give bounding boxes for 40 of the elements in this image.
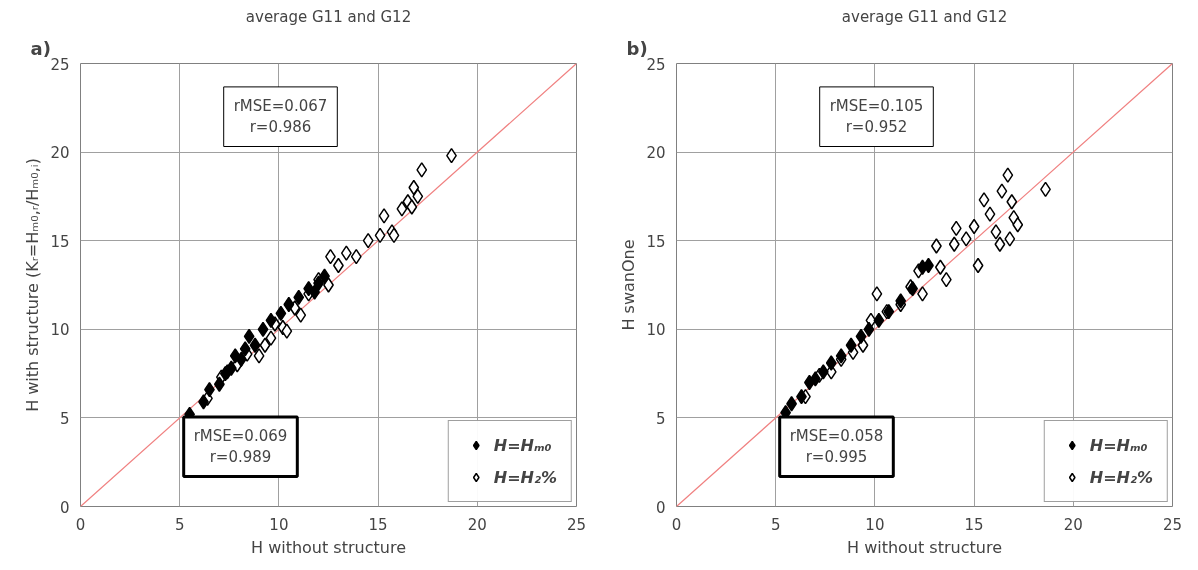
x-tick-label: 0	[75, 515, 86, 534]
text: a)	[30, 37, 51, 59]
annotation: rMSE=0.067 r=0.986	[233, 96, 328, 137]
x-tick-label: 20	[467, 515, 487, 534]
y-tick-label: 10	[50, 321, 70, 340]
legend-label: H=Hₘ₀	[493, 435, 552, 455]
x-tick-label: 5	[770, 515, 781, 534]
x-tick-label: 15	[368, 515, 388, 534]
annotation: rMSE=0.105 r=0.952	[829, 96, 924, 137]
y-tick-label: 20	[646, 144, 666, 163]
y-axis-title: H swanOne	[619, 239, 639, 331]
y-tick-label: 15	[50, 232, 70, 251]
y-tick-label: 0	[655, 498, 666, 517]
chart-title: average G11 and G12	[841, 7, 1008, 26]
text: b)	[626, 37, 648, 59]
y-tick-label: 5	[655, 409, 666, 428]
legend-label: H=H₂%	[1089, 467, 1153, 487]
y-tick-label: 15	[646, 232, 666, 251]
y-tick-label: 5	[59, 409, 70, 428]
y-tick-label: 0	[59, 498, 70, 517]
legend-label: H=H₂%	[493, 467, 557, 487]
chart-title: average G11 and G12	[245, 7, 412, 26]
x-tick-label: 25	[1162, 515, 1183, 534]
x-axis-title: H without structure	[847, 537, 1002, 557]
y-tick-label: 25	[646, 55, 666, 74]
x-axis-title: H without structure	[251, 537, 406, 557]
y-axis-title: H with structure (Kᵣ=Hₘ₀,ᵣ/Hₘ₀,ᵢ)	[23, 158, 43, 412]
x-tick-label: 0	[671, 515, 682, 534]
x-tick-label: 25	[566, 515, 587, 534]
x-tick-label: 15	[964, 515, 984, 534]
x-tick-label: 10	[865, 515, 885, 534]
y-tick-label: 10	[646, 321, 666, 340]
annotation: rMSE=0.069 r=0.989	[193, 426, 288, 467]
x-tick-label: 20	[1063, 515, 1083, 534]
annotation: rMSE=0.058 r=0.995	[789, 426, 884, 467]
y-tick-label: 25	[50, 55, 70, 74]
legend-label: H=Hₘ₀	[1089, 435, 1148, 455]
y-tick-label: 20	[50, 144, 70, 163]
x-tick-label: 5	[174, 515, 185, 534]
x-tick-label: 10	[269, 515, 289, 534]
